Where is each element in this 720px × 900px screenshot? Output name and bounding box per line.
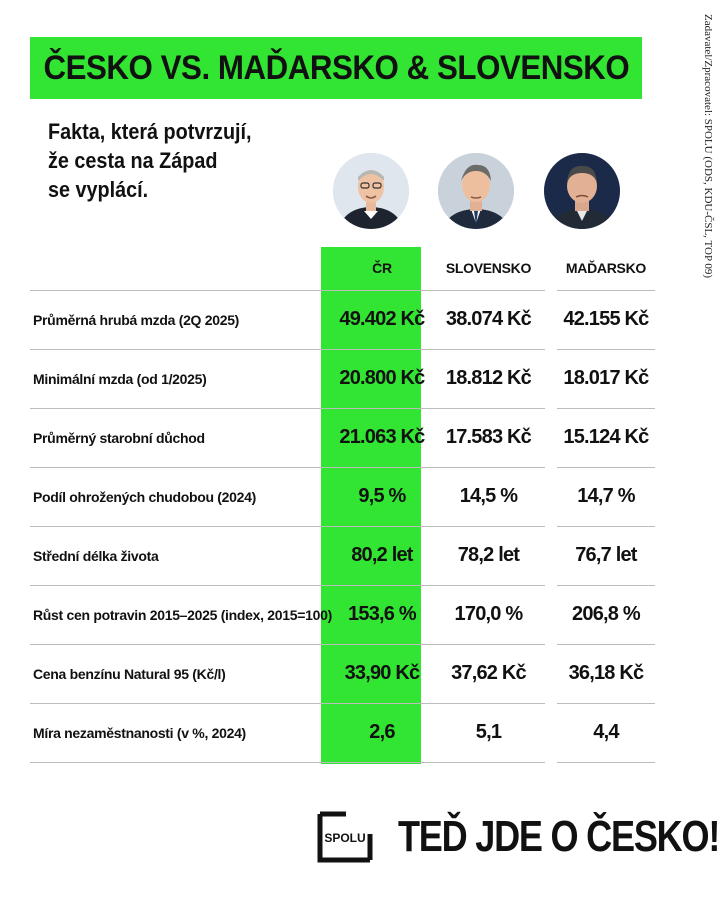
value-cz: 49.402 Kč bbox=[331, 289, 432, 349]
column-header-hu: MAĎARSKO bbox=[565, 260, 646, 277]
column-header-sk: SLOVENSKO bbox=[445, 260, 532, 277]
value-sk: 78,2 let bbox=[431, 525, 545, 585]
column-header-cz: ČR bbox=[372, 260, 392, 277]
side-note: Zadavatel/Zpracovatel: SPOLU (ODS, KDU-Č… bbox=[702, 14, 714, 279]
row-label: Míra nezaměstnanosti (v %, 2024) bbox=[30, 702, 332, 763]
value-cz: 2,6 bbox=[331, 702, 432, 763]
row-label: Střední délka života bbox=[30, 525, 332, 585]
value-cz: 80,2 let bbox=[331, 525, 432, 585]
table-header: ČR SLOVENSKO MAĎARSKO bbox=[30, 247, 655, 290]
logo-text: SPOLU bbox=[324, 831, 365, 845]
title-banner: ČESKO VS. MAĎARSKO & SLOVENSKO bbox=[30, 37, 642, 99]
value-hu: 18.017 Kč bbox=[556, 348, 655, 408]
value-cz: 33,90 Kč bbox=[331, 643, 432, 703]
row-label: Průměrná hrubá mzda (2Q 2025) bbox=[30, 289, 332, 349]
value-cz: 9,5 % bbox=[331, 466, 432, 526]
table-row: Míra nezaměstnanosti (v %, 2024) 2,6 5,1… bbox=[30, 702, 655, 763]
value-sk: 5,1 bbox=[431, 702, 545, 763]
portrait-hu-icon bbox=[544, 153, 620, 229]
table-row: Střední délka života 80,2 let 78,2 let 7… bbox=[30, 525, 655, 585]
header-empty bbox=[30, 247, 332, 290]
value-sk: 170,0 % bbox=[431, 584, 545, 644]
row-label: Minimální mzda (od 1/2025) bbox=[30, 348, 332, 408]
portrait-cz-icon bbox=[333, 153, 409, 229]
value-hu: 206,8 % bbox=[556, 584, 655, 644]
subtitle-line: se vyplácí. bbox=[48, 177, 149, 202]
subtitle: Fakta, která potvrzují, že cesta na Zápa… bbox=[48, 117, 308, 204]
value-cz: 153,6 % bbox=[331, 584, 432, 644]
comparison-table: ČR SLOVENSKO MAĎARSKO Průměrná hrubá mzd… bbox=[30, 247, 655, 763]
value-cz: 21.063 Kč bbox=[331, 407, 432, 467]
table-row: Průměrná hrubá mzda (2Q 2025) 49.402 Kč … bbox=[30, 289, 655, 349]
value-hu: 36,18 Kč bbox=[556, 643, 655, 703]
table-row: Minimální mzda (od 1/2025) 20.800 Kč 18.… bbox=[30, 348, 655, 408]
value-sk: 18.812 Kč bbox=[431, 348, 545, 408]
value-sk: 17.583 Kč bbox=[431, 407, 545, 467]
value-sk: 38.074 Kč bbox=[431, 289, 545, 349]
table-row: Podíl ohrožených chudobou (2024) 9,5 % 1… bbox=[30, 466, 655, 526]
value-hu: 4,4 bbox=[556, 702, 655, 763]
row-label: Podíl ohrožených chudobou (2024) bbox=[30, 466, 332, 526]
portrait-sk-icon bbox=[438, 153, 514, 229]
slogan: TEĎ JDE O ČESKO! bbox=[398, 812, 720, 861]
row-label: Průměrný starobní důchod bbox=[30, 407, 332, 467]
value-hu: 14,7 % bbox=[556, 466, 655, 526]
page-title: ČESKO VS. MAĎARSKO & SLOVENSKO bbox=[43, 48, 629, 87]
table-row: Cena benzínu Natural 95 (Kč/l) 33,90 Kč … bbox=[30, 643, 655, 703]
spolu-logo: SPOLU bbox=[316, 810, 374, 864]
row-label: Růst cen potravin 2015–2025 (index, 2015… bbox=[30, 584, 332, 644]
subtitle-line: že cesta na Západ bbox=[48, 148, 218, 173]
table-row: Průměrný starobní důchod 21.063 Kč 17.58… bbox=[30, 407, 655, 467]
value-hu: 42.155 Kč bbox=[556, 289, 655, 349]
value-sk: 37,62 Kč bbox=[431, 643, 545, 703]
value-hu: 15.124 Kč bbox=[556, 407, 655, 467]
subtitle-line: Fakta, která potvrzují, bbox=[48, 119, 252, 144]
table-row: Růst cen potravin 2015–2025 (index, 2015… bbox=[30, 584, 655, 644]
row-label: Cena benzínu Natural 95 (Kč/l) bbox=[30, 643, 332, 703]
value-sk: 14,5 % bbox=[431, 466, 545, 526]
value-hu: 76,7 let bbox=[556, 525, 655, 585]
value-cz: 20.800 Kč bbox=[331, 348, 432, 408]
